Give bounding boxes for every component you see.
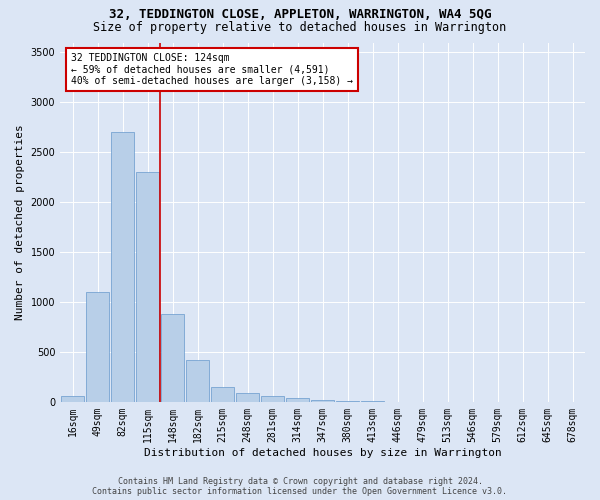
Bar [236, 393, 259, 402]
Text: 32, TEDDINGTON CLOSE, APPLETON, WARRINGTON, WA4 5QG: 32, TEDDINGTON CLOSE, APPLETON, WARRINGT… [109, 8, 491, 20]
Bar [112, 132, 134, 402]
Y-axis label: Number of detached properties: Number of detached properties [15, 124, 25, 320]
Bar [286, 398, 309, 402]
Bar [136, 172, 159, 402]
Bar [86, 292, 109, 402]
Bar [187, 360, 209, 402]
Bar [311, 400, 334, 402]
Text: Contains HM Land Registry data © Crown copyright and database right 2024.
Contai: Contains HM Land Registry data © Crown c… [92, 476, 508, 496]
Bar [337, 401, 359, 402]
Text: Size of property relative to detached houses in Warrington: Size of property relative to detached ho… [94, 21, 506, 34]
Bar [161, 314, 184, 402]
Bar [211, 387, 234, 402]
Text: 32 TEDDINGTON CLOSE: 124sqm
← 59% of detached houses are smaller (4,591)
40% of : 32 TEDDINGTON CLOSE: 124sqm ← 59% of det… [71, 54, 353, 86]
Bar [262, 396, 284, 402]
X-axis label: Distribution of detached houses by size in Warrington: Distribution of detached houses by size … [144, 448, 502, 458]
Bar [61, 396, 84, 402]
